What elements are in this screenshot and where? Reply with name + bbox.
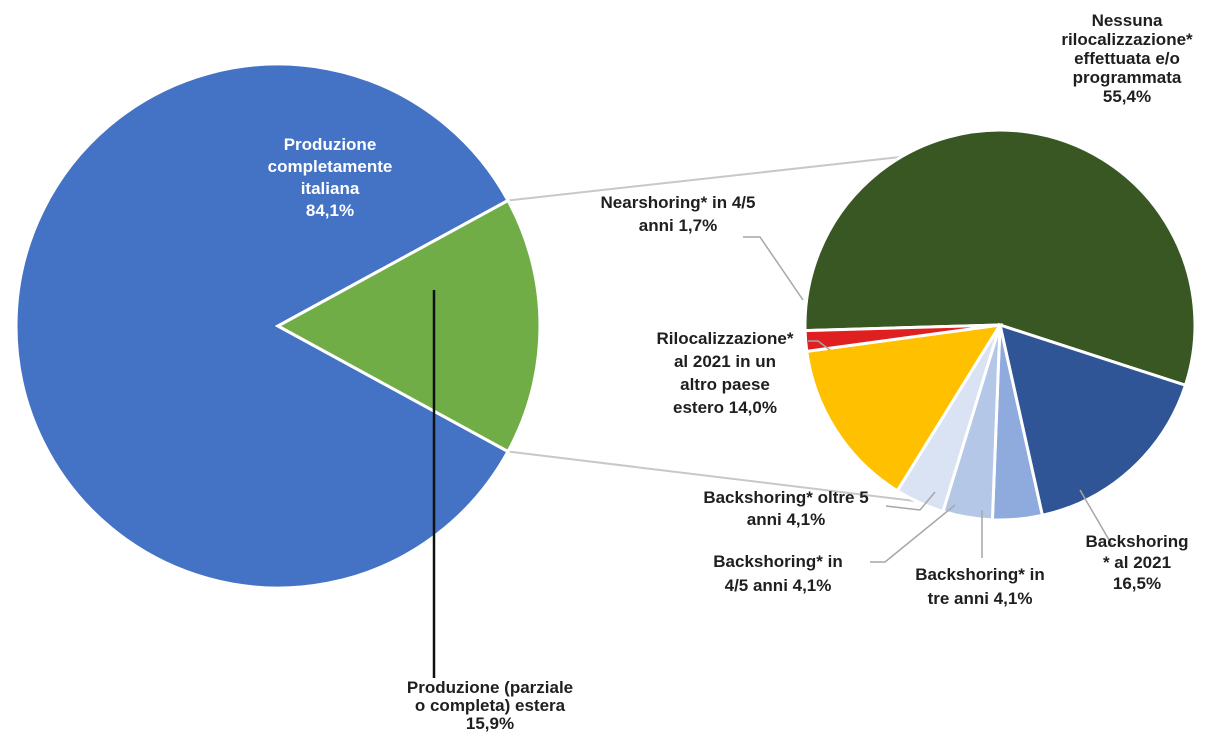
label-backshoring-tre-line: Backshoring* in (915, 565, 1044, 584)
label-italiana-line: completamente (268, 157, 393, 176)
label-oltre5-line: anni 4,1% (747, 510, 825, 529)
label-backshoring-45-line: 4/5 anni 4,1% (725, 576, 832, 595)
label-altro-paese-line: altro paese (680, 375, 770, 394)
main-pie (14, 62, 542, 590)
label-estera: Produzione (parziale o completa) estera 15… (407, 678, 573, 733)
leader-altro-paese (808, 340, 831, 351)
connector-lines (507, 156, 916, 502)
label-oltre5: Backshoring* oltre 5 anni 4,1% (703, 488, 868, 529)
connector-bottom (507, 450, 916, 502)
label-altro-paese-line: al 2021 in un (674, 352, 776, 371)
label-italiana-line: italiana (301, 179, 360, 198)
label-altro-paese: Rilocalizzazione* al 2021 in un altro paes… (657, 329, 794, 417)
label-backshoring-2021: Backshoring * al 2021 16,5% (1086, 532, 1189, 593)
label-backshoring-2021-line: 16,5% (1113, 574, 1161, 593)
label-nearshoring: Nearshoring* in 4/5 anni 1,7% (601, 193, 756, 235)
slice-estera (274, 198, 542, 454)
label-backshoring-2021-line: * al 2021 (1103, 553, 1171, 572)
label-italiana: Produzione completamente italiana 84,1% (268, 135, 393, 220)
secondary-pie (803, 128, 1197, 522)
label-backshoring-45: Backshoring* in 4/5 anni 4,1% (713, 552, 842, 595)
slice-nearshoring (803, 323, 1001, 354)
leader-backshoring-2021 (1079, 489, 1113, 546)
label-nessuna-line: 55,4% (1103, 87, 1151, 106)
slice-labels: Produzione completamente italiana 84,1%Prod… (268, 11, 1193, 733)
slice-backshoring_2021 (997, 322, 1188, 518)
connector-top (507, 156, 901, 202)
label-backshoring-tre-line: tre anni 4,1% (928, 589, 1033, 608)
label-altro-paese-line: estero 14,0% (673, 398, 777, 417)
label-estera-line: o completa) estera (415, 696, 566, 715)
label-nessuna-line: programmata (1073, 68, 1182, 87)
label-nessuna-line: effettuata e/o (1074, 49, 1180, 68)
label-italiana-line: 84,1% (306, 201, 354, 220)
leader-nearshoring (743, 236, 804, 301)
leader-oltre5 (885, 491, 936, 511)
slice-nessuna (803, 128, 1197, 388)
label-backshoring-45-line: Backshoring* in (713, 552, 842, 571)
leader-backshoring-45 (870, 504, 956, 563)
label-backshoring-tre: Backshoring* in tre anni 4,1% (915, 565, 1044, 608)
label-italiana-line: Produzione (284, 135, 377, 154)
label-estera-line: Produzione (parziale (407, 678, 573, 697)
label-backshoring-2021-line: Backshoring (1086, 532, 1189, 551)
slice-italiana (14, 62, 511, 590)
label-nessuna-line: rilocalizzazione* (1061, 30, 1193, 49)
label-oltre5-line: Backshoring* oltre 5 (703, 488, 868, 507)
slice-altro_paese (805, 323, 1003, 493)
label-nearshoring-line: anni 1,7% (639, 216, 717, 235)
leader-lines (432, 236, 1113, 678)
label-nessuna-line: Nessuna (1092, 11, 1163, 30)
label-altro-paese-line: Rilocalizzazione* (657, 329, 794, 348)
label-estera-line: 15,9% (466, 714, 514, 733)
label-nessuna: Nessuna rilocalizzazione* effettuata e/o pr… (1061, 11, 1193, 106)
label-nearshoring-line: Nearshoring* in 4/5 (601, 193, 756, 212)
